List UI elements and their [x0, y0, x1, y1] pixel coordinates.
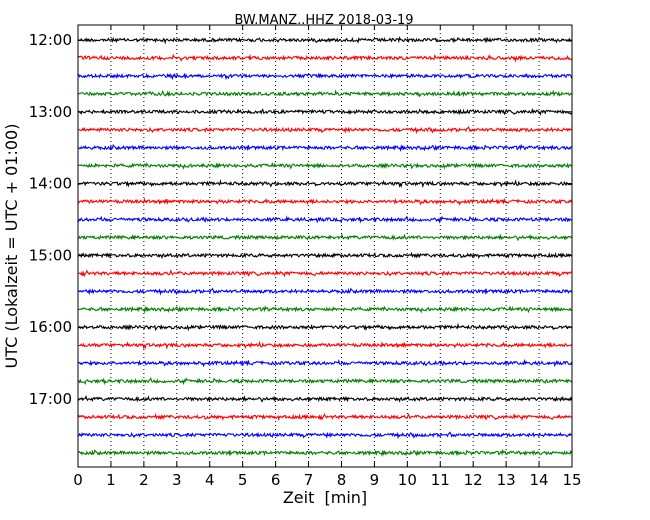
y-axis: 12:00 13:00 14:00 15:00 16:00 17:00 [29, 31, 572, 408]
trace-1230 [77, 72, 573, 81]
x-tick-label: 4 [205, 471, 215, 489]
x-tick-label: 11 [431, 471, 450, 489]
trace-1645 [77, 376, 573, 386]
y-tick-label: 16:00 [29, 318, 72, 336]
trace-1315 [77, 126, 572, 135]
y-tick-label: 15:00 [29, 246, 72, 264]
trace-1345 [77, 162, 572, 170]
x-tick-label: 0 [73, 471, 83, 489]
trace-1615 [77, 340, 573, 350]
x-tick-label: 3 [172, 471, 182, 489]
trace-1415 [77, 197, 573, 206]
y-tick-label: 14:00 [29, 175, 72, 193]
trace-1630 [77, 358, 573, 368]
trace-1215 [77, 53, 572, 63]
x-tick-label: 8 [337, 471, 347, 489]
x-axis-label: Zeit [min] [283, 488, 367, 507]
y-axis-label: UTC (Lokalzeit = UTC + 01:00) [2, 124, 21, 369]
trace-1600 [77, 322, 573, 332]
x-tick-label: 14 [530, 471, 549, 489]
x-tick-label: 12 [464, 471, 483, 489]
trace-1400 [77, 179, 573, 189]
trace-1530 [77, 287, 573, 296]
chart-title: BW.MANZ..HHZ 2018-03-19 [234, 13, 413, 28]
x-axis: 0 1 2 3 4 5 6 7 8 9 10 11 12 13 14 15 [73, 25, 582, 489]
grid-lines [110, 25, 540, 467]
y-tick-label: 13:00 [29, 103, 72, 121]
x-tick-label: 5 [238, 471, 248, 489]
trace-1515 [77, 269, 572, 278]
x-tick-label: 7 [304, 471, 314, 489]
y-tick-label: 12:00 [29, 31, 72, 49]
trace-1700 [77, 394, 573, 403]
x-tick-label: 2 [139, 471, 149, 489]
x-tick-label: 13 [497, 471, 516, 489]
trace-1245 [77, 89, 572, 98]
x-tick-label: 9 [370, 471, 380, 489]
trace-1430 [77, 215, 573, 224]
x-tick-label: 1 [106, 471, 116, 489]
plot-frame [77, 24, 573, 468]
x-tick-label: 6 [271, 471, 281, 489]
trace-1730 [77, 431, 572, 440]
trace-1745 [77, 448, 573, 458]
y-tick-label: 17:00 [29, 390, 72, 408]
trace-1500 [77, 251, 573, 260]
trace-1330 [77, 143, 573, 152]
x-tick-label: 10 [398, 471, 417, 489]
x-tick-label: 15 [562, 471, 581, 489]
trace-1545 [77, 305, 572, 314]
trace-1300 [77, 107, 573, 116]
trace-group [77, 36, 573, 458]
trace-1200 [77, 36, 572, 45]
trace-1715 [77, 412, 572, 422]
trace-1445 [77, 233, 572, 242]
